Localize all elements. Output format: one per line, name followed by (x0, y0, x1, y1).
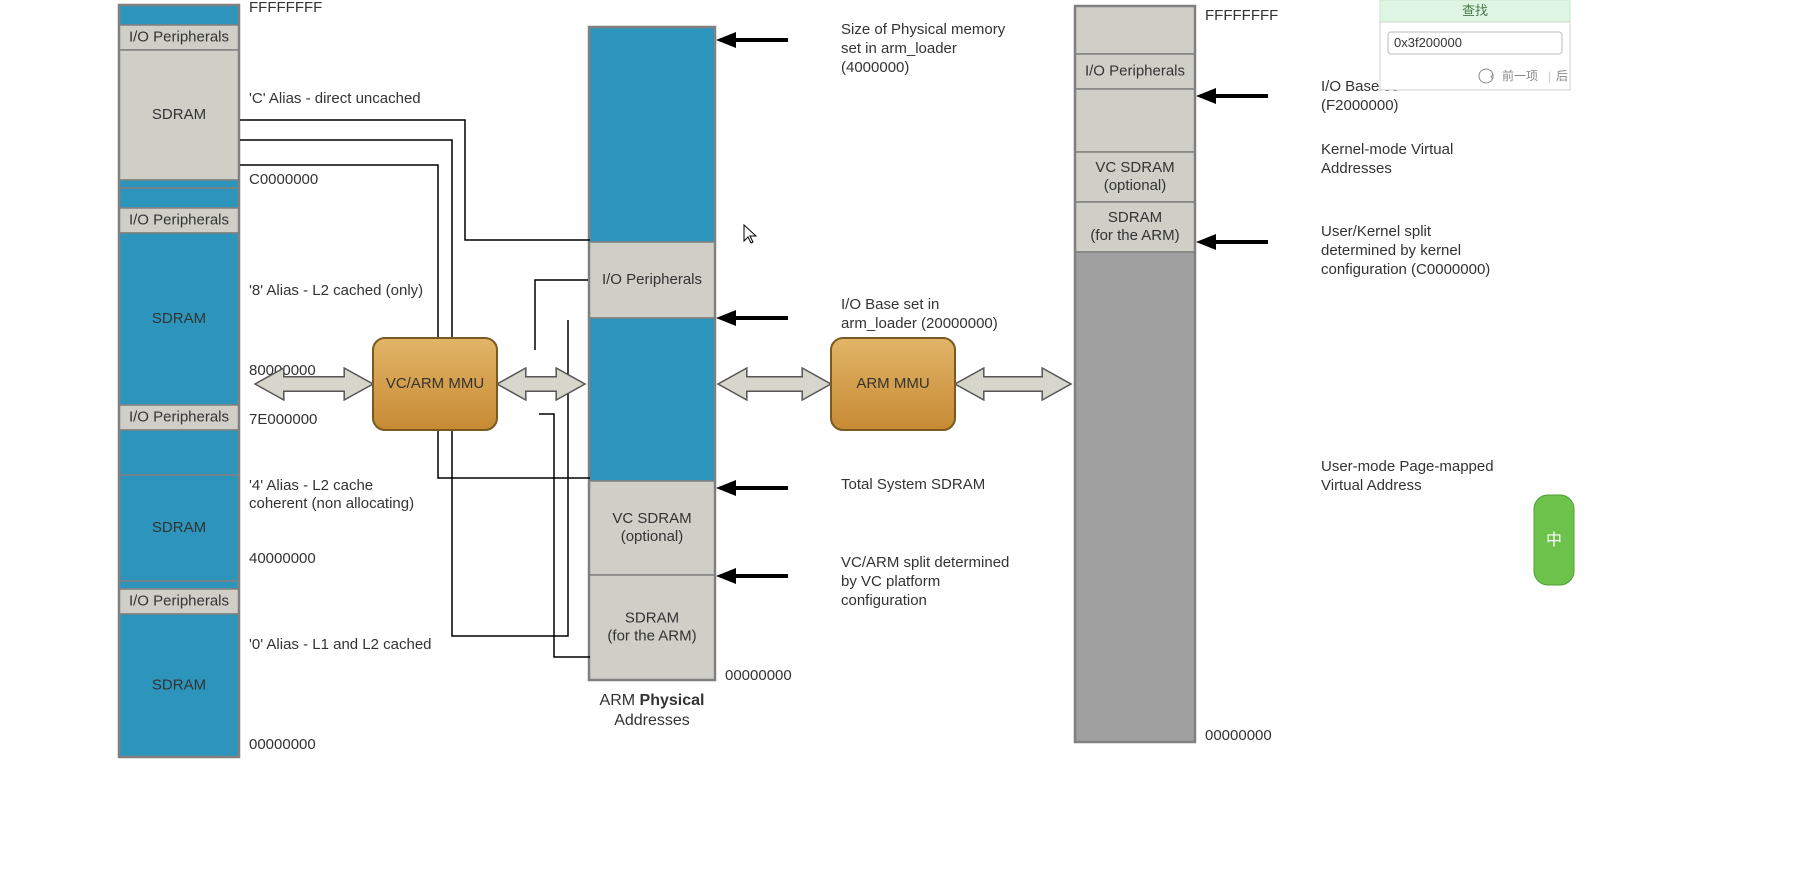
column-middle-ann-0-0: Size of Physical memory (841, 21, 1006, 38)
column-middle-ann-3-1: by VC platform (841, 573, 940, 590)
column-right-ann-1-0: Kernel-mode Virtual (1321, 141, 1453, 158)
column-left-seg-4 (119, 188, 239, 208)
column-right-seg-1-label: I/O Peripherals (1085, 62, 1185, 79)
column-middle-seg-3-label: VC SDRAM (612, 510, 691, 527)
column-left-seg-5-label: I/O Peripherals (129, 211, 229, 228)
svg-text:|: | (1548, 69, 1551, 83)
black-arrow-5 (1196, 234, 1268, 250)
column-right-ann-2-0: User/Kernel split (1321, 223, 1432, 240)
column-left-seg-3 (119, 180, 239, 188)
connector-4 (539, 414, 590, 657)
double-arrow-3 (955, 368, 1071, 400)
black-arrow-3 (716, 568, 788, 584)
column-middle-seg-2 (589, 318, 715, 481)
column-right-ann-2-2: configuration (C0000000) (1321, 261, 1490, 278)
column-left-rlabel-2: C0000000 (249, 171, 318, 188)
column-right-seg-3-label: (optional) (1104, 177, 1167, 194)
column-right-rlabel-1: 00000000 (1205, 727, 1272, 744)
column-right-seg-5 (1075, 252, 1195, 742)
column-left-rlabel-0: FFFFFFFF (249, 0, 322, 16)
black-arrow-2 (716, 480, 788, 496)
column-left-rlabel-9: '0' Alias - L1 and L2 cached (249, 636, 432, 653)
column-middle-ann-0-2: (4000000) (841, 59, 909, 76)
column-middle-ann-3-0: VC/ARM split determined (841, 554, 1009, 571)
column-left-rlabel-6: '4' Alias - L2 cache (249, 477, 373, 494)
black-arrow-1 (716, 310, 788, 326)
find-prev-label[interactable]: 前一项 (1502, 68, 1538, 83)
column-right-ann-0-1: (F2000000) (1321, 97, 1399, 114)
column-left-rlabel-3: '8' Alias - L2 cached (only) (249, 282, 423, 299)
column-left-rlabel-10: 00000000 (249, 736, 316, 753)
find-title: 查找 (1462, 3, 1488, 18)
connector-3 (535, 280, 588, 350)
column-middle-caption-2: Addresses (614, 712, 690, 729)
column-left-seg-9-label: SDRAM (152, 519, 206, 536)
column-left-seg-1-label: I/O Peripherals (129, 28, 229, 45)
column-left-seg-8 (119, 430, 239, 475)
double-arrow-2 (718, 368, 831, 400)
connector-2 (240, 165, 590, 478)
column-middle-addr-0: 00000000 (725, 667, 792, 684)
black-arrow-0 (716, 32, 788, 48)
cursor-icon (744, 225, 756, 243)
column-middle-seg-0 (589, 27, 715, 242)
column-middle-ann-1-0: I/O Base set in (841, 296, 939, 313)
column-middle-ann-1-1: arm_loader (20000000) (841, 315, 998, 332)
column-left-seg-7-label: I/O Peripherals (129, 408, 229, 425)
column-left-rlabel-7: coherent (non allocating) (249, 495, 414, 512)
column-middle-seg-1-label: I/O Peripherals (602, 271, 702, 288)
column-right-seg-2 (1075, 89, 1195, 152)
column-middle-seg-4-label: SDRAM (625, 609, 679, 626)
mmu-label-0: VC/ARM MMU (386, 375, 484, 392)
black-arrow-4 (1196, 88, 1268, 104)
column-middle-caption-1: ARM Physical (600, 692, 705, 709)
column-middle-seg-3-label: (optional) (621, 528, 684, 545)
column-left-rlabel-1: 'C' Alias - direct uncached (249, 90, 421, 107)
column-right-seg-4-label: SDRAM (1108, 209, 1162, 226)
column-right-seg-0 (1075, 6, 1195, 54)
column-right-ann-2-1: determined by kernel (1321, 242, 1461, 259)
column-right-seg-4-label: (for the ARM) (1090, 227, 1179, 244)
column-right-ann-3-0: User-mode Page-mapped (1321, 458, 1494, 475)
column-left-rlabel-8: 40000000 (249, 550, 316, 567)
column-middle-ann-0-1: set in arm_loader (841, 40, 957, 57)
column-middle-ann-2-0: Total System SDRAM (841, 476, 985, 493)
column-left-seg-6-label: SDRAM (152, 310, 206, 327)
find-next-label[interactable]: 后 (1556, 69, 1568, 83)
column-middle-seg-4-label: (for the ARM) (607, 627, 696, 644)
double-arrow-1 (497, 368, 585, 400)
column-right-rlabel-0: FFFFFFFF (1205, 7, 1278, 24)
find-panel: 查找0x3f200000‹前一项|后 (1380, 0, 1570, 90)
column-middle-ann-3-2: configuration (841, 592, 927, 609)
column-left-seg-12-label: SDRAM (152, 676, 206, 693)
column-right-seg-3-label: VC SDRAM (1095, 159, 1174, 176)
mmu-label-1: ARM MMU (856, 375, 929, 392)
side-button-label: 中 (1546, 531, 1562, 549)
column-left-seg-10 (119, 581, 239, 589)
column-left-rlabel-5: 7E000000 (249, 411, 317, 428)
column-left-seg-11-label: I/O Peripherals (129, 592, 229, 609)
column-right: I/O Peripherals VC SDRAM(optional) SDRAM(f… (1075, 6, 1494, 744)
find-input-value: 0x3f200000 (1394, 35, 1462, 50)
column-right-ann-1-1: Addresses (1321, 160, 1392, 177)
column-left-seg-0 (119, 5, 239, 25)
column-right-ann-3-1: Virtual Address (1321, 477, 1422, 494)
column-left-seg-2-label: SDRAM (152, 106, 206, 123)
